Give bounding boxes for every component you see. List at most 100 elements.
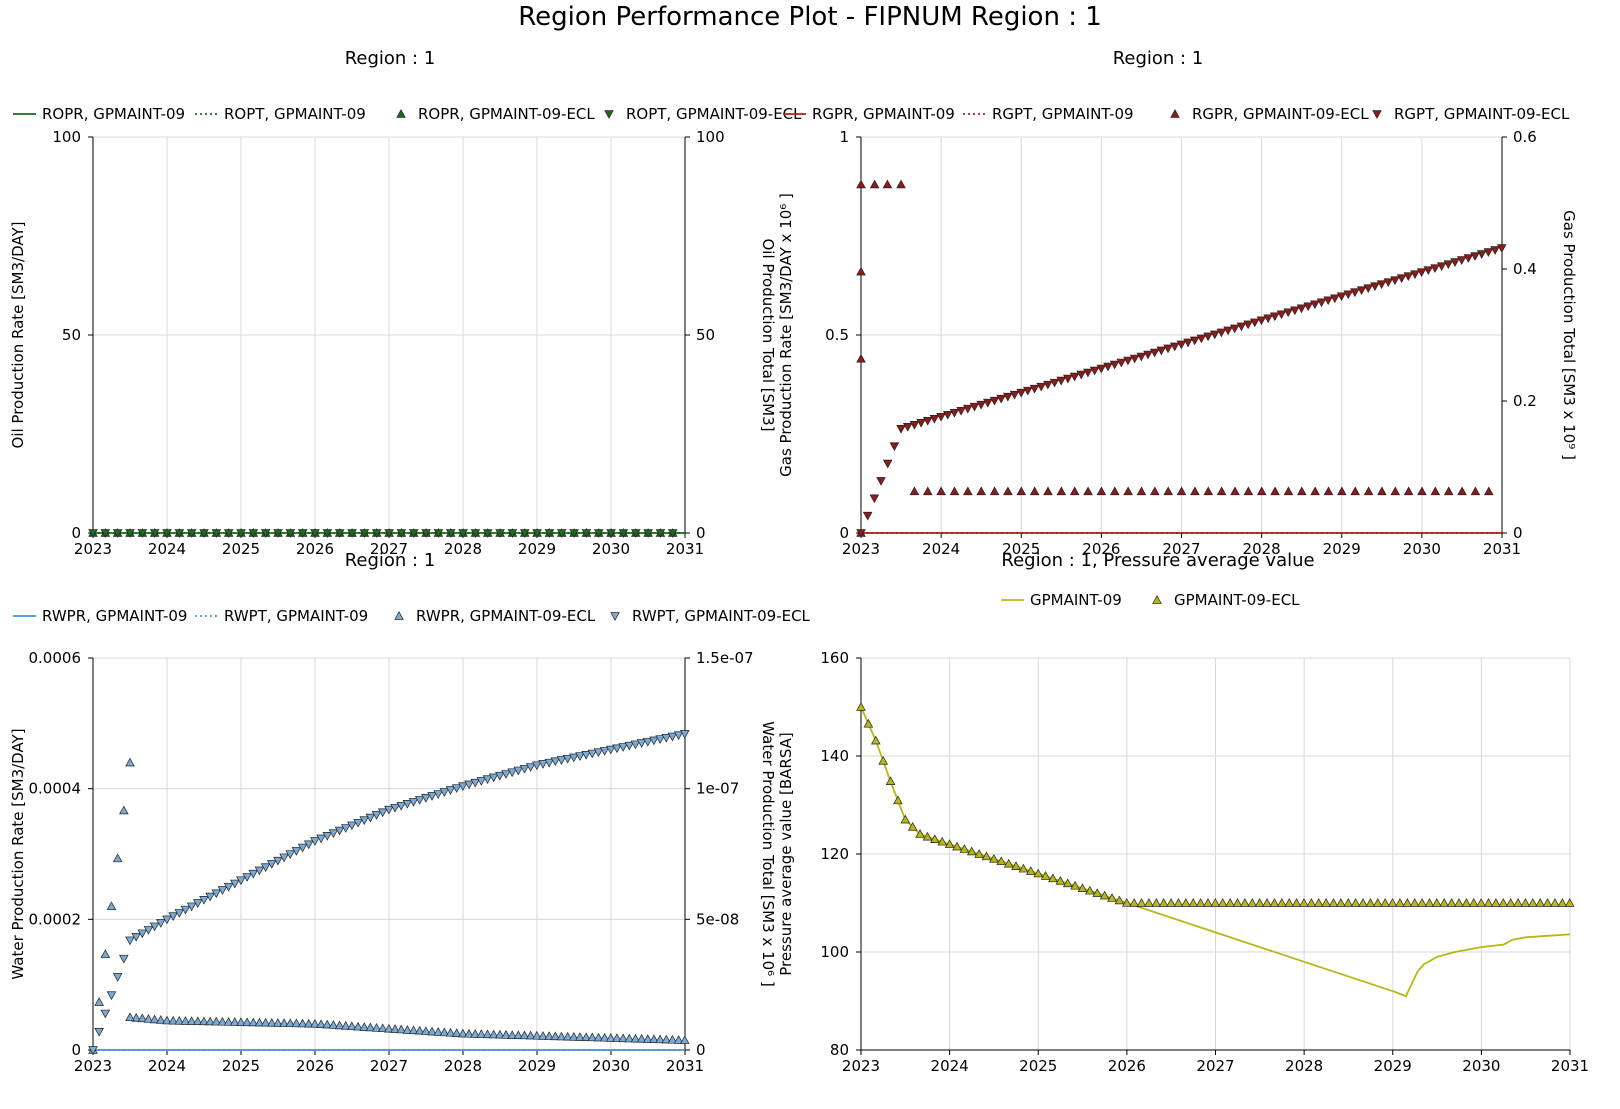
page-title: Region Performance Plot - FIPNUM Region … bbox=[518, 2, 1102, 32]
data-point bbox=[1070, 880, 1080, 890]
panel-pressure: 2023 2024 2025 2026 2027 2028 2029 2030 2031 80 10… bbox=[777, 649, 1589, 1075]
data-point bbox=[260, 1017, 271, 1027]
data-point bbox=[1372, 898, 1383, 907]
data-point bbox=[532, 761, 542, 771]
data-point bbox=[439, 788, 450, 797]
data-point bbox=[1209, 330, 1220, 340]
data-point bbox=[1033, 868, 1043, 878]
data-point bbox=[1136, 486, 1147, 496]
data-point bbox=[229, 1017, 240, 1026]
data-point bbox=[1016, 388, 1026, 398]
y2-tick-label: 0.2 bbox=[1513, 392, 1537, 410]
data-point bbox=[1270, 486, 1280, 496]
data-point bbox=[1276, 310, 1287, 320]
x-tick-label: 2024 bbox=[148, 1057, 186, 1075]
data-point bbox=[643, 529, 653, 538]
data-point bbox=[100, 949, 111, 958]
data-point bbox=[1470, 252, 1480, 261]
data-point bbox=[451, 784, 462, 793]
data-point bbox=[162, 1015, 172, 1025]
data-point bbox=[942, 410, 953, 420]
data-point bbox=[168, 912, 178, 922]
data-point bbox=[1143, 350, 1153, 360]
data-point bbox=[1296, 486, 1307, 496]
y2-axis-label: Gas Production Total [SM3 x 10⁹ ] bbox=[1560, 210, 1578, 460]
data-point bbox=[618, 529, 629, 538]
data-point bbox=[445, 529, 456, 538]
data-point bbox=[297, 1018, 308, 1028]
data-point bbox=[1203, 486, 1214, 496]
data-point bbox=[1011, 861, 1021, 870]
data-point bbox=[1321, 898, 1331, 907]
data-point bbox=[1476, 250, 1487, 259]
data-point bbox=[205, 892, 215, 902]
data-point bbox=[929, 414, 940, 424]
data-point bbox=[408, 529, 419, 538]
data-point bbox=[974, 849, 984, 858]
data-point bbox=[316, 834, 326, 844]
data-point bbox=[433, 529, 444, 538]
data-point bbox=[445, 786, 456, 795]
data-point bbox=[131, 1012, 141, 1022]
x-tick-label: 2025 bbox=[1019, 1057, 1057, 1075]
data-point bbox=[1370, 282, 1380, 292]
legend-label: RWPT, GPMAINT-09 bbox=[224, 607, 369, 625]
data-point bbox=[1483, 898, 1494, 907]
data-point bbox=[1496, 244, 1507, 253]
data-point bbox=[1096, 486, 1107, 496]
data-point bbox=[862, 511, 873, 521]
data-point bbox=[1277, 898, 1287, 907]
data-point bbox=[642, 1034, 653, 1043]
data-point bbox=[1048, 873, 1058, 883]
data-point bbox=[1181, 898, 1191, 907]
data-point bbox=[581, 1032, 591, 1041]
y-tick-label: 0.0004 bbox=[29, 780, 82, 798]
data-point bbox=[464, 780, 474, 790]
data-point bbox=[1196, 334, 1207, 344]
data-point bbox=[1043, 486, 1053, 496]
data-point bbox=[1121, 898, 1132, 907]
data-point bbox=[624, 1033, 635, 1043]
legend-swatch bbox=[1001, 599, 1024, 601]
data-point bbox=[1350, 486, 1360, 496]
data-point bbox=[291, 1018, 302, 1028]
legend-swatch bbox=[963, 113, 986, 115]
data-point bbox=[1136, 898, 1147, 907]
data-point bbox=[1169, 342, 1180, 352]
data-point bbox=[482, 1029, 493, 1039]
data-point bbox=[125, 529, 135, 538]
data-point bbox=[1216, 328, 1227, 338]
data-point bbox=[1069, 486, 1080, 496]
y-tick-label: 160 bbox=[820, 649, 849, 667]
data-point bbox=[1166, 898, 1176, 907]
data-point bbox=[538, 760, 548, 769]
data-point bbox=[1188, 898, 1199, 907]
data-point bbox=[211, 1016, 222, 1026]
panel-title-gas: Region : 1 bbox=[1112, 48, 1204, 69]
data-point bbox=[223, 1017, 234, 1026]
data-point bbox=[119, 805, 129, 815]
legend-swatch bbox=[13, 113, 36, 115]
data-point bbox=[1176, 340, 1187, 350]
data-point bbox=[944, 839, 955, 848]
data-point bbox=[896, 425, 906, 434]
x-tick-label: 2026 bbox=[1108, 1057, 1146, 1075]
data-point bbox=[260, 863, 271, 873]
data-point bbox=[365, 813, 376, 823]
data-point bbox=[156, 919, 166, 928]
data-point bbox=[1203, 898, 1213, 907]
data-point bbox=[1356, 286, 1367, 296]
data-point bbox=[1283, 308, 1293, 318]
data-point bbox=[1077, 883, 1088, 892]
data-point bbox=[612, 744, 622, 754]
data-point bbox=[1023, 386, 1033, 396]
y-axis-label: Water Production Rate [SM3/DAY] bbox=[9, 728, 27, 979]
data-point bbox=[303, 840, 314, 850]
data-point bbox=[949, 486, 960, 496]
x-tick-label: 2028 bbox=[1243, 540, 1281, 558]
y-tick-label: 0.0006 bbox=[29, 649, 82, 667]
data-point bbox=[1303, 302, 1313, 312]
data-point bbox=[433, 1027, 443, 1036]
data-point bbox=[1436, 262, 1447, 271]
data-point bbox=[359, 529, 370, 538]
